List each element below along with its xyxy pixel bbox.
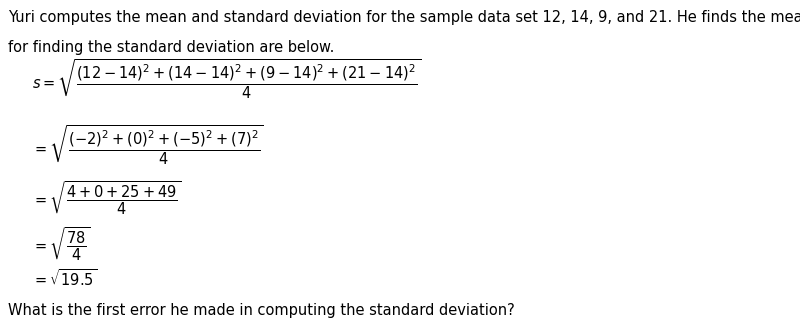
Text: for finding the standard deviation are below.: for finding the standard deviation are b… [8,40,334,55]
Text: $= \sqrt{\dfrac{(-2)^2+(0)^2+(-5)^2+(7)^2}{4}}$: $= \sqrt{\dfrac{(-2)^2+(0)^2+(-5)^2+(7)^… [32,124,264,167]
Text: $s = \sqrt{\dfrac{(12-14)^2+(14-14)^2+(9-14)^2+(21-14)^2}{4}}$: $s = \sqrt{\dfrac{(12-14)^2+(14-14)^2+(9… [32,58,421,101]
Text: What is the first error he made in computing the standard deviation?: What is the first error he made in compu… [8,303,514,318]
Text: $= \sqrt{19.5}$: $= \sqrt{19.5}$ [32,267,97,289]
Text: $= \sqrt{\dfrac{4+0+25+49}{4}}$: $= \sqrt{\dfrac{4+0+25+49}{4}}$ [32,180,182,217]
Text: Yuri computes the mean and standard deviation for the sample data set 12, 14, 9,: Yuri computes the mean and standard devi… [8,10,800,25]
Text: $= \sqrt{\dfrac{78}{4}}$: $= \sqrt{\dfrac{78}{4}}$ [32,226,90,263]
